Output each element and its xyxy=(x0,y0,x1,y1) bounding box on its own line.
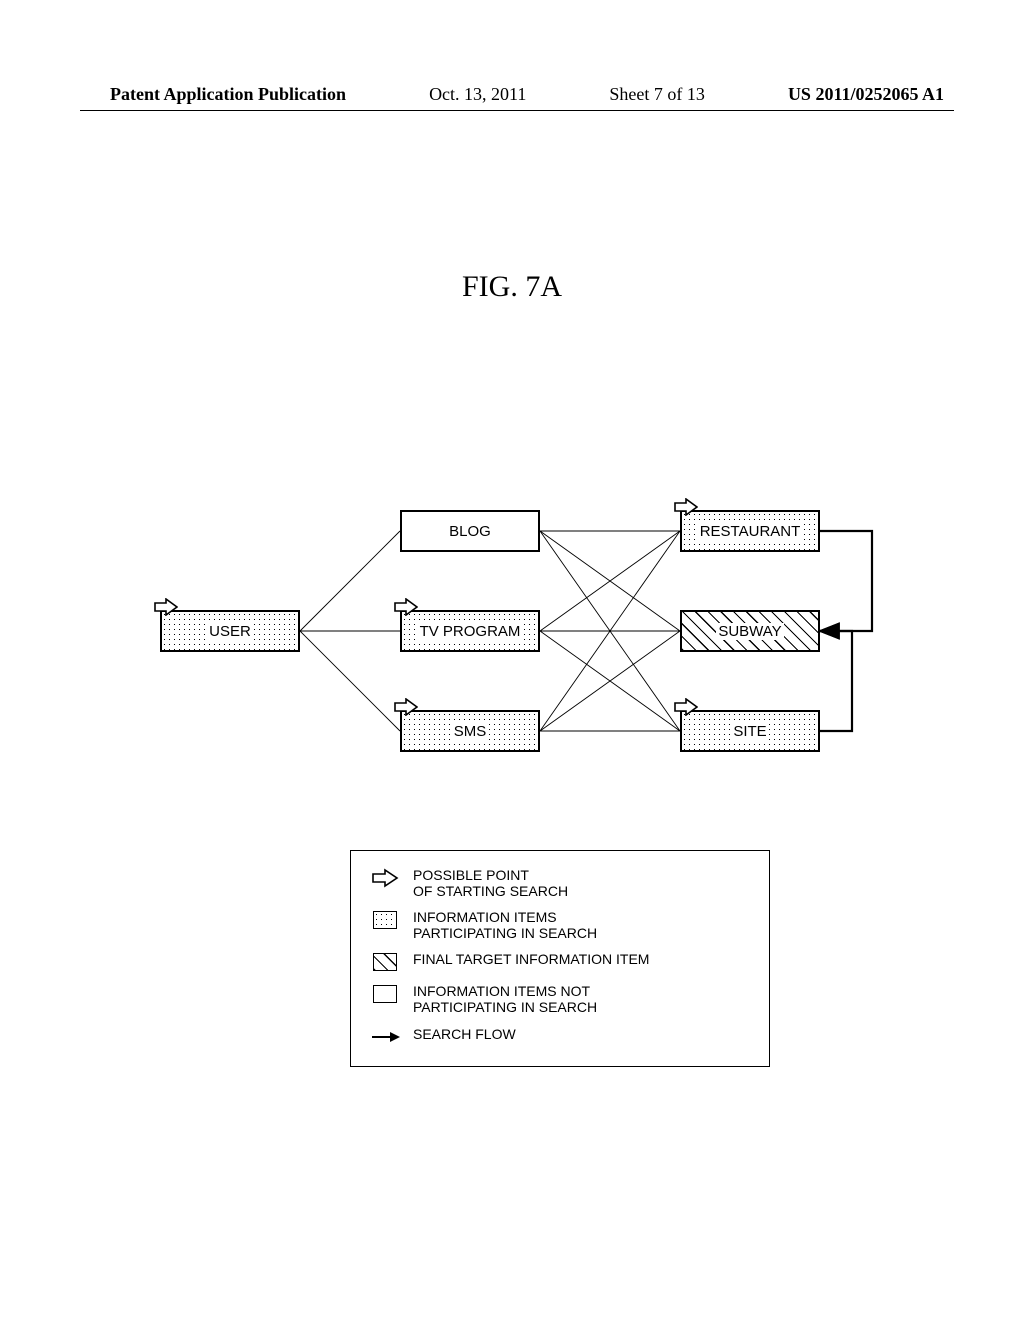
node-tvprogram: TV PROGRAM xyxy=(400,610,540,652)
legend-text: POSSIBLE POINTOF STARTING SEARCH xyxy=(413,867,568,899)
legend-row: FINAL TARGET INFORMATION ITEM xyxy=(369,951,751,973)
legend-flow-arrow-icon xyxy=(369,1026,401,1048)
legend-start-arrow-icon xyxy=(369,867,401,889)
legend-text: FINAL TARGET INFORMATION ITEM xyxy=(413,951,649,967)
legend-text: SEARCH FLOW xyxy=(413,1026,516,1042)
figure-title: FIG. 7A xyxy=(0,270,1024,304)
legend: POSSIBLE POINTOF STARTING SEARCH INFORMAT… xyxy=(350,850,770,1067)
publication-date: Oct. 13, 2011 xyxy=(429,84,526,105)
node-restaurant: RESTAURANT xyxy=(680,510,820,552)
legend-row: INFORMATION ITEMS NOTPARTICIPATING IN SE… xyxy=(369,983,751,1015)
page-header: Patent Application Publication Oct. 13, … xyxy=(110,84,944,105)
node-label: SMS xyxy=(452,723,489,740)
node-site: SITE xyxy=(680,710,820,752)
publication-type: Patent Application Publication xyxy=(110,84,346,105)
node-label: TV PROGRAM xyxy=(418,623,523,640)
node-label: SITE xyxy=(731,723,768,740)
node-label: SUBWAY xyxy=(716,623,783,640)
sheet-number: Sheet 7 of 13 xyxy=(609,84,704,105)
legend-plain-box-icon xyxy=(369,983,401,1005)
start-arrow-icon xyxy=(674,498,696,516)
node-label: USER xyxy=(207,623,253,640)
legend-hatched-box-icon xyxy=(369,951,401,973)
start-arrow-icon xyxy=(394,698,416,716)
node-sms: SMS xyxy=(400,710,540,752)
legend-row: SEARCH FLOW xyxy=(369,1026,751,1048)
start-arrow-icon xyxy=(154,598,176,616)
legend-row: POSSIBLE POINTOF STARTING SEARCH xyxy=(369,867,751,899)
node-label: BLOG xyxy=(449,523,491,540)
node-subway: SUBWAY xyxy=(680,610,820,652)
legend-dotted-box-icon xyxy=(369,909,401,931)
legend-text: INFORMATION ITEMS NOTPARTICIPATING IN SE… xyxy=(413,983,597,1015)
publication-number: US 2011/0252065 A1 xyxy=(788,84,944,105)
legend-row: INFORMATION ITEMSPARTICIPATING IN SEARCH xyxy=(369,909,751,941)
start-arrow-icon xyxy=(394,598,416,616)
node-blog: BLOG xyxy=(400,510,540,552)
node-label: RESTAURANT xyxy=(698,523,803,540)
node-user: USER xyxy=(160,610,300,652)
legend-text: INFORMATION ITEMSPARTICIPATING IN SEARCH xyxy=(413,909,597,941)
start-arrow-icon xyxy=(674,698,696,716)
header-rule xyxy=(80,110,954,111)
diagram-area: USER BLOG TV PROGRAM SMS RESTAURANT SUBWAY SIT… xyxy=(130,480,900,800)
